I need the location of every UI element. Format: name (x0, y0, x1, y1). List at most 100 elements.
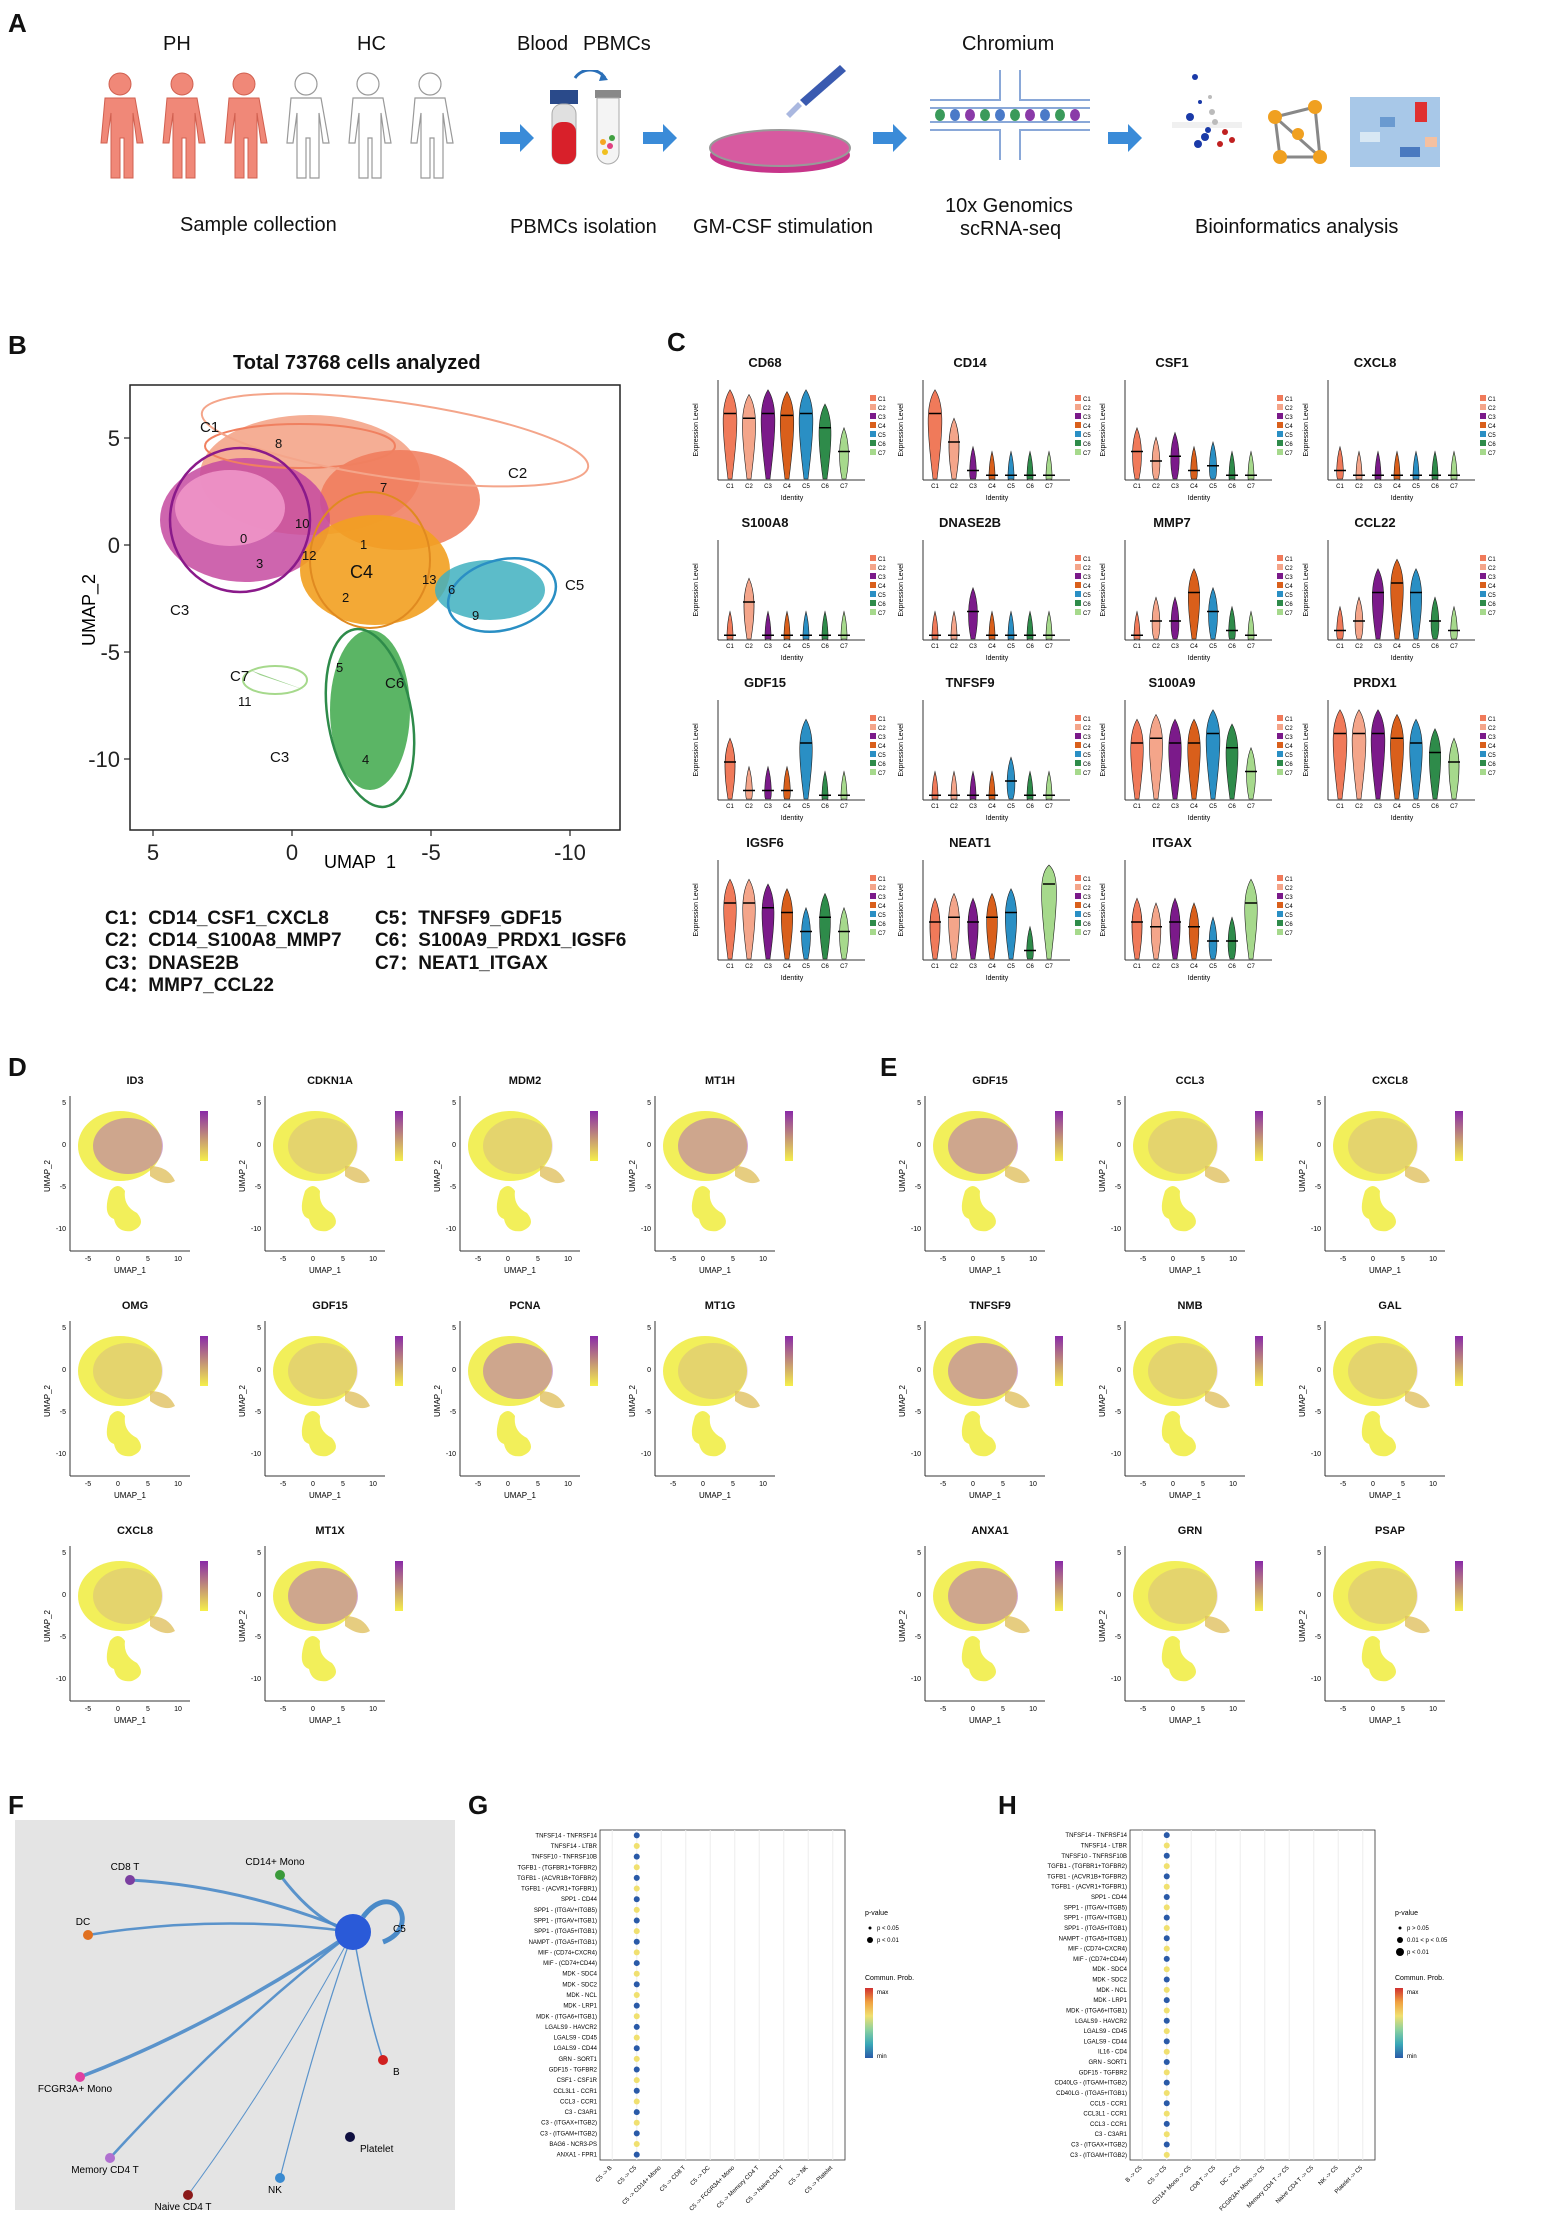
feature-ytick: -10 (446, 1451, 456, 1458)
dotplot-pair-label: LGALS9 - HAVCR2 (545, 2025, 598, 2031)
dotplot-legend-item: p < 0.01 (1407, 1950, 1430, 1956)
dotplot-pair-label: TNFSF14 - TNFRSF14 (535, 1833, 597, 1839)
umap-xtick: -10 (554, 840, 586, 865)
panel-label-d: D (8, 1052, 27, 1082)
violin-xtick: C3 (1171, 644, 1179, 650)
umap-ytick: 5 (108, 426, 120, 451)
violin-legend-label: C3 (1083, 415, 1091, 421)
dotplot-source-label: C5 -> DC (690, 2165, 713, 2188)
violin-shape (1332, 709, 1348, 800)
violin-legend-label: C4 (1285, 904, 1293, 910)
dotplot-pair-label: CSF1 - CSF1R (557, 2078, 598, 2084)
violin-shape (1041, 864, 1057, 960)
feature-title: PCNA (509, 1300, 541, 1312)
dotplot-pair-label: SPP1 - CD44 (1091, 1895, 1128, 1901)
violin-shape (1151, 596, 1161, 640)
umap-cluster-cloud (300, 515, 450, 625)
violin-legend-label: C2 (1488, 726, 1496, 732)
feature-xtick: 5 (536, 1481, 540, 1488)
violin-legend-label: C2 (878, 566, 886, 572)
violin-svg: Expression Level Identity C1 C1 C2 C2 C3 C3 C4 C4… (898, 540, 1091, 662)
feature-title: MDM2 (508, 1075, 542, 1087)
feature-xlabel: UMAP_1 (1369, 1266, 1402, 1275)
violin-shape (929, 897, 941, 960)
violin-legend-label: C6 (1083, 602, 1091, 608)
violin-title: CD14 (953, 355, 987, 370)
network-node-label: DC (76, 1917, 90, 1928)
violin-ylabel: Expression Level (898, 403, 905, 457)
violin-shape (1336, 445, 1344, 480)
dotplot-legend-item: max (1407, 1990, 1418, 1996)
violin-legend-label: C1 (1083, 557, 1091, 563)
violin-legend-label: C5 (878, 593, 886, 599)
violin-legend-label: C6 (878, 922, 886, 928)
dotplot-dot (1163, 2151, 1170, 2158)
violin-shape (801, 906, 811, 960)
feature-ytick: -5 (60, 1409, 66, 1416)
dotplot-source-label: C5 -> CD8 T (659, 2165, 687, 2193)
arrow-right-icon (500, 124, 1142, 152)
violin-svg: Expression Level Identity C1 C1 C2 C2 C3 C3 C4 C4… (1100, 860, 1293, 982)
dotplot-dot (1163, 1863, 1170, 1870)
feature-ylabel: UMAP_2 (238, 1609, 247, 1642)
cluster-number: 4 (362, 752, 369, 767)
violin-svg: Expression Level Identity C1 C1 C2 C2 C3 C3 C4 C4… (693, 700, 886, 822)
dotplot-pair-label: TGFB1 - (ACVR1B+TGFBR2) (1047, 1874, 1127, 1880)
feature-xtick: 10 (1029, 1481, 1037, 1488)
violin-xtick: C7 (1450, 644, 1458, 650)
cluster-label-c5: C5 (565, 577, 584, 594)
feature-xtick: 0 (971, 1481, 975, 1488)
feature-ytick: 5 (257, 1325, 261, 1332)
dotplot-dot (1163, 2048, 1170, 2055)
dotplot-dot (1163, 1894, 1170, 1901)
violin-xtick: C3 (1171, 484, 1179, 490)
legend-c6: C6：S100A9_PRDX1_IGSF6 (375, 930, 627, 951)
dotplot-g: TNFSF14 - TNFRSF14 TNFSF14 - LTBR TNFSF10 … (517, 1829, 914, 2213)
violin-shape (1431, 450, 1439, 481)
dotplot-dot (633, 2023, 640, 2030)
violin-title: MMP7 (1153, 515, 1191, 530)
dotplot-pair-label: SPP1 - CD44 (561, 1897, 598, 1903)
violin-xtick: C6 (1026, 484, 1034, 490)
dotplot-pair-label: MDK - LRP1 (563, 2004, 597, 2010)
feature-xlabel: UMAP_1 (1169, 1491, 1202, 1500)
violin-ylabel: Expression Level (898, 563, 905, 617)
violin-legend-label: C5 (1083, 753, 1091, 759)
feature-ytick: -5 (255, 1184, 261, 1191)
dotplot-pair-label: SPP1 - (ITGA5+ITGB1) (1064, 1926, 1127, 1932)
dotplot-pair-label: MIF - (CD74+CD44) (543, 1961, 597, 1967)
violin-svg: Expression Level Identity C1 C1 C2 C2 C3 C3 C4 C4… (693, 380, 886, 502)
feature-title: MT1G (704, 1300, 736, 1312)
violin-legend-label: C2 (878, 726, 886, 732)
feature-ytick: 5 (62, 1550, 66, 1557)
dotplot-dot (633, 1906, 640, 1913)
network-node (275, 2173, 285, 2183)
dotplot-source-label: B -> C5 (1125, 2165, 1144, 2184)
dotplot-dot (633, 2087, 640, 2094)
dotplot-dot (633, 1938, 640, 1945)
violin-legend-label: C4 (1285, 744, 1293, 750)
violin-legend-label: C2 (1083, 886, 1091, 892)
violin-legend-label: C7 (878, 931, 886, 937)
violin-legend-label: C7 (1488, 611, 1496, 617)
cluster-number: 6 (448, 582, 455, 597)
cluster-number: 7 (380, 480, 387, 495)
violin-legend-label: C2 (878, 406, 886, 412)
feature-xtick: 0 (311, 1481, 315, 1488)
dotplot-dot (633, 2141, 640, 2148)
violin-xtick: C1 (1336, 804, 1344, 810)
violin-xlabel: Identity (986, 655, 1009, 662)
feature-ytick: 0 (1317, 1142, 1321, 1149)
violin-shape (1246, 746, 1256, 800)
dotplot-legend-item: p < 0.01 (877, 1938, 900, 1944)
dotplot-pair-label: CCL3L1 - CCR1 (553, 2089, 597, 2095)
cluster-label-c7: C7 (230, 668, 249, 685)
violin-shape (1045, 610, 1053, 641)
cluster-number: 10 (295, 516, 309, 531)
feature-xtick: 10 (759, 1256, 767, 1263)
cluster-number: 2 (342, 590, 349, 605)
dotplot-dot (633, 2045, 640, 2052)
violin-xtick: C5 (1007, 964, 1015, 970)
dotplot-pair-label: TGFB1 - (TGFBR1+TGFBR2) (517, 1865, 597, 1871)
dotplot-pair-label: MDK - SDC2 (1092, 1978, 1127, 1984)
